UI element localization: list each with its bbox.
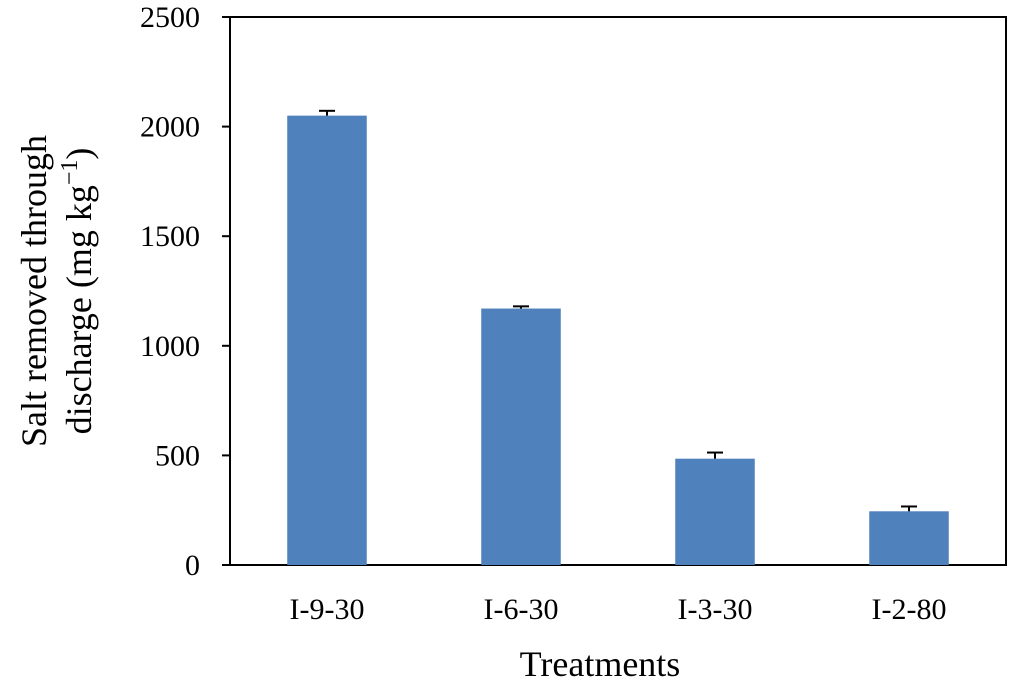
bar [287, 115, 367, 565]
bar [675, 458, 755, 565]
x-axis-title: Treatments [520, 644, 681, 684]
x-tick-label: I-9-30 [290, 593, 365, 626]
y-tick-label: 500 [155, 439, 200, 472]
y-axis-title-line2: discharge (mg kg−1) [57, 148, 99, 435]
y-tick-label: 1500 [140, 220, 200, 253]
y-axis-title-line2-main: discharge (mg kg [59, 185, 99, 434]
x-tick-label: I-2-80 [872, 593, 947, 626]
plot-frame [229, 16, 1007, 566]
bar [481, 308, 561, 565]
x-axis: I-9-30 I-6-30 I-3-30 I-2-80 [290, 593, 947, 626]
y-tick-label: 2500 [140, 1, 200, 34]
y-axis: 0 500 1000 1500 2000 2500 [140, 1, 230, 582]
x-tick-label: I-6-30 [484, 593, 559, 626]
y-axis-title: Salt removed through discharge (mg kg−1) [14, 135, 99, 447]
y-axis-title-line1: Salt removed through [14, 135, 54, 447]
y-tick-label: 1000 [140, 330, 200, 363]
x-tick-label: I-3-30 [678, 593, 753, 626]
y-axis-title-line2-end: ) [59, 148, 99, 160]
bar [869, 511, 949, 565]
bar-series [287, 109, 949, 565]
y-tick-label: 2000 [140, 111, 200, 144]
y-tick-label: 0 [185, 549, 200, 582]
y-axis-title-superscript: −1 [57, 160, 83, 186]
